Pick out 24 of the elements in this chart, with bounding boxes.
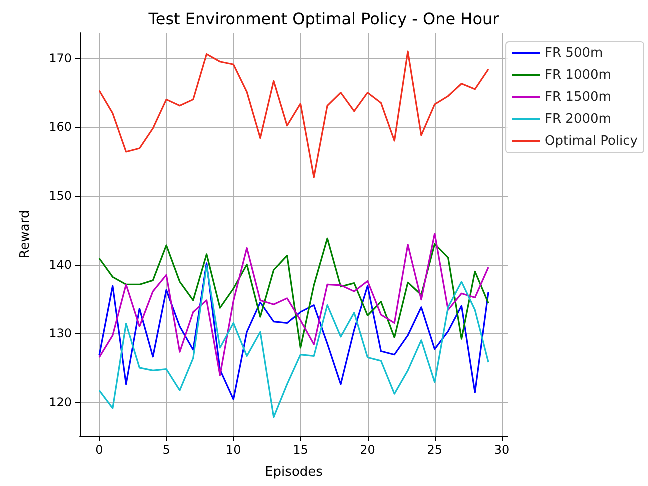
chart-title: Test Environment Optimal Policy - One Hour [148, 10, 500, 28]
legend-label: FR 1500m [545, 90, 612, 105]
x-tick-label: 5 [162, 443, 170, 457]
y-axis-title: Reward [18, 210, 33, 259]
y-tick-label: 160 [49, 120, 72, 134]
y-tick-label: 150 [49, 188, 72, 203]
line-series [98, 238, 490, 349]
legend-label: FR 500m [545, 46, 604, 61]
x-tick-label: 0 [96, 443, 104, 457]
x-tick-label: 10 [226, 443, 242, 457]
line-series [98, 50, 490, 178]
line-series [98, 233, 490, 376]
legend-label: Optimal Policy [545, 134, 638, 149]
y-tick-label: 170 [49, 51, 72, 66]
x-tick-label: 30 [494, 443, 510, 457]
legend-label: FR 1000m [545, 68, 612, 83]
x-tick-label: 25 [427, 443, 443, 457]
y-tick-label: 130 [49, 326, 72, 341]
y-tick-label: 120 [49, 395, 72, 410]
x-tick-label: 15 [293, 443, 308, 457]
x-axis-title: Episodes [265, 465, 324, 480]
y-tick-label: 140 [49, 258, 72, 272]
x-tick-label: 20 [360, 443, 376, 457]
legend-label: FR 2000m [545, 112, 612, 127]
